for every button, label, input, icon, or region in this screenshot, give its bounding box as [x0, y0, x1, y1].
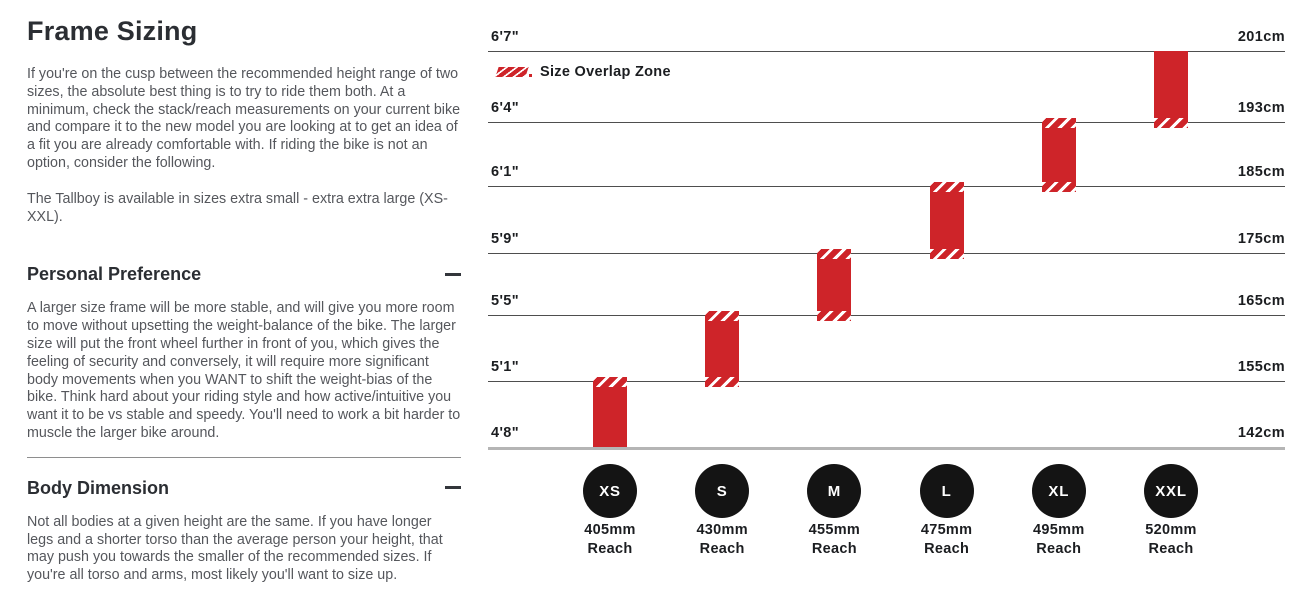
- reach-label-s: 430mm Reach: [666, 521, 778, 559]
- chart-gridline: [488, 51, 1285, 52]
- size-range-bar-xl: [1041, 118, 1076, 192]
- reach-label-l: 475mm Reach: [891, 521, 1003, 559]
- sizing-guide-text-column: Frame Sizing If you're on the cusp betwe…: [27, 14, 461, 585]
- personal-preference-header[interactable]: Personal Preference: [27, 264, 461, 284]
- size-range-bar-xxl: [1154, 51, 1188, 128]
- size-range-bar-s: [705, 311, 740, 387]
- overlap-zone-top: [817, 249, 852, 259]
- reach-value: 475mm: [920, 522, 973, 538]
- overlap-zone-top: [593, 377, 627, 387]
- page-title: Frame Sizing: [27, 16, 198, 46]
- reach-caption: Reach: [1036, 541, 1082, 557]
- chart-gridline: [488, 315, 1285, 316]
- size-circle-s[interactable]: S: [695, 464, 750, 518]
- size-range-bar-m: [817, 249, 852, 321]
- height-label-metric: 185cm: [1237, 164, 1285, 180]
- reach-label-m: 455mm Reach: [778, 521, 890, 559]
- overlap-zone-bottom: [817, 311, 852, 321]
- size-overlap-zone-icon: [495, 67, 529, 77]
- chart-gridline: [488, 186, 1285, 187]
- reach-value: 405mm: [584, 522, 636, 538]
- body-dimension-body: Not all bodies at a given height are the…: [27, 513, 443, 584]
- size-circle-xs[interactable]: XS: [583, 464, 637, 518]
- availability-paragraph: The Tallboy is available in sizes extra …: [27, 190, 448, 225]
- section-heading: Body Dimension: [27, 477, 170, 498]
- reach-value: 455mm: [808, 522, 861, 538]
- height-label-metric: 142cm: [1237, 425, 1285, 441]
- minus-icon[interactable]: [445, 486, 461, 490]
- reach-value: 520mm: [1145, 522, 1197, 538]
- overlap-zone-bottom: [929, 249, 964, 259]
- overlap-zone-top: [929, 182, 964, 192]
- reach-value: 495mm: [1033, 522, 1085, 538]
- overlap-zone-bottom: [1041, 182, 1076, 192]
- section-personal-preference: Personal Preference A larger size frame …: [27, 264, 461, 442]
- height-label-imperial: 6'4": [491, 100, 520, 116]
- size-circle-l[interactable]: L: [919, 464, 974, 518]
- height-label-imperial: 6'1": [491, 164, 520, 180]
- reach-label-xs: 405mm Reach: [554, 521, 666, 559]
- intro-paragraph: If you're on the cusp between the recomm…: [27, 66, 461, 171]
- legend-label: Size Overlap Zone: [540, 64, 671, 80]
- size-circle-m[interactable]: M: [807, 464, 862, 518]
- reach-caption: Reach: [587, 541, 633, 557]
- height-label-metric: 193cm: [1237, 100, 1285, 116]
- size-circle-xxl[interactable]: XXL: [1144, 464, 1198, 518]
- height-label-metric: 175cm: [1237, 231, 1285, 247]
- legend-dot: [529, 73, 532, 77]
- reach-label-xl: 495mm Reach: [1003, 521, 1115, 559]
- reach-caption: Reach: [811, 541, 857, 557]
- height-label-imperial: 5'5": [491, 293, 520, 309]
- height-label-metric: 165cm: [1237, 293, 1285, 309]
- overlap-zone-bottom: [705, 377, 740, 387]
- height-label-metric: 155cm: [1237, 359, 1285, 375]
- height-label-imperial: 5'9": [491, 231, 520, 247]
- personal-preference-body: A larger size frame will be more stable,…: [27, 300, 461, 441]
- chart-legend: Size Overlap Zone: [495, 64, 671, 80]
- size-range-bar-l: [929, 182, 964, 259]
- chart-gridline: [488, 381, 1285, 382]
- section-heading: Personal Preference: [27, 264, 202, 285]
- chart-gridline: [488, 253, 1285, 254]
- height-label-metric: 201cm: [1237, 29, 1285, 45]
- height-label-imperial: 4'8": [491, 425, 520, 441]
- reach-label-xxl: 520mm Reach: [1115, 521, 1227, 559]
- overlap-zone-bottom: [1154, 118, 1188, 128]
- reach-value: 430mm: [696, 522, 748, 538]
- overlap-zone-top: [1041, 118, 1076, 128]
- overlap-zone-top: [705, 311, 740, 321]
- height-label-imperial: 5'1": [491, 359, 520, 375]
- reach-caption: Reach: [699, 541, 745, 557]
- height-label-imperial: 6'7": [491, 29, 520, 45]
- minus-icon[interactable]: [445, 272, 461, 276]
- section-body-dimension: Body Dimension Not all bodies at a given…: [27, 456, 461, 585]
- reach-caption: Reach: [924, 541, 970, 557]
- body-dimension-header[interactable]: Body Dimension: [27, 478, 461, 498]
- reach-caption: Reach: [1148, 541, 1194, 557]
- size-circle-xl[interactable]: XL: [1031, 464, 1086, 518]
- chart-gridline: [488, 447, 1285, 450]
- size-range-bar-xs: [593, 377, 627, 447]
- chart-gridline: [488, 122, 1285, 123]
